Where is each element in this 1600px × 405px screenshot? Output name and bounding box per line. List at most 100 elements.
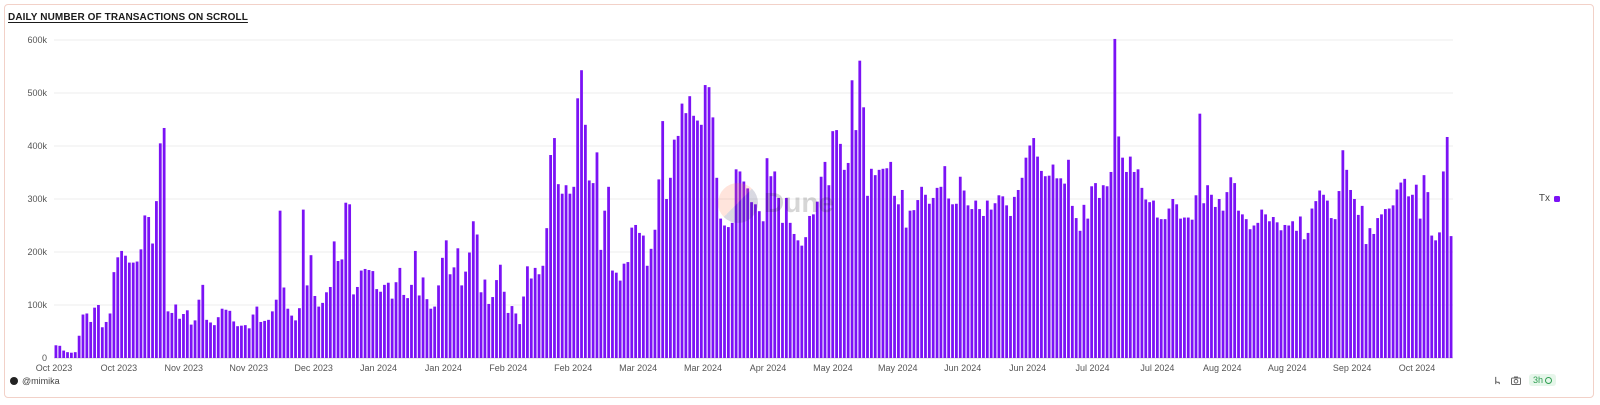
bar[interactable]: [541, 265, 545, 358]
bar[interactable]: [1047, 175, 1051, 358]
bar[interactable]: [699, 124, 703, 358]
bar[interactable]: [1202, 203, 1206, 358]
bar[interactable]: [1074, 218, 1078, 358]
bar[interactable]: [73, 352, 77, 358]
bar[interactable]: [908, 210, 912, 358]
bar[interactable]: [568, 193, 572, 358]
bar[interactable]: [371, 271, 375, 358]
bar[interactable]: [1225, 192, 1229, 358]
bar[interactable]: [862, 107, 866, 358]
bar[interactable]: [611, 270, 614, 358]
bar[interactable]: [1036, 156, 1039, 358]
bar[interactable]: [502, 291, 506, 358]
bar[interactable]: [1449, 236, 1453, 358]
bar[interactable]: [781, 222, 784, 358]
bar[interactable]: [951, 204, 954, 358]
bar[interactable]: [166, 311, 170, 358]
bar[interactable]: [100, 327, 104, 358]
bar[interactable]: [900, 189, 904, 358]
bar[interactable]: [591, 183, 595, 358]
bar[interactable]: [491, 297, 495, 358]
chart-title[interactable]: DAILY NUMBER OF TRANSACTIONS ON SCROLL: [8, 12, 248, 23]
bar[interactable]: [962, 190, 966, 358]
bar[interactable]: [247, 328, 251, 358]
bar[interactable]: [498, 264, 502, 358]
bar[interactable]: [1105, 186, 1109, 358]
bar[interactable]: [62, 350, 66, 358]
bar[interactable]: [835, 130, 838, 358]
bar[interactable]: [684, 113, 688, 358]
bar[interactable]: [185, 310, 189, 358]
bar[interactable]: [1291, 221, 1295, 358]
bar[interactable]: [135, 261, 139, 358]
bar[interactable]: [1055, 178, 1059, 358]
bar[interactable]: [93, 307, 96, 358]
bar[interactable]: [1391, 205, 1395, 358]
bar[interactable]: [379, 291, 382, 358]
bar[interactable]: [468, 252, 471, 358]
bar[interactable]: [997, 195, 1001, 358]
bar[interactable]: [274, 299, 278, 358]
bar[interactable]: [1016, 189, 1020, 358]
bar[interactable]: [263, 320, 267, 358]
bar[interactable]: [904, 227, 908, 358]
bar[interactable]: [707, 87, 711, 359]
bar[interactable]: [769, 176, 773, 358]
bar[interactable]: [777, 197, 781, 358]
bar[interactable]: [112, 272, 116, 358]
bar[interactable]: [765, 158, 769, 358]
bar[interactable]: [1125, 171, 1128, 358]
bar[interactable]: [850, 80, 854, 358]
bar[interactable]: [831, 131, 835, 358]
bar[interactable]: [989, 209, 993, 358]
bar[interactable]: [877, 169, 881, 358]
bar[interactable]: [406, 298, 409, 358]
bar[interactable]: [1407, 196, 1410, 358]
bar[interactable]: [1287, 225, 1291, 359]
bar[interactable]: [842, 169, 846, 358]
bar[interactable]: [352, 294, 355, 358]
bar[interactable]: [1399, 182, 1403, 358]
bar[interactable]: [1326, 200, 1329, 358]
bar[interactable]: [746, 188, 750, 358]
bar[interactable]: [680, 103, 684, 358]
bar[interactable]: [676, 135, 680, 358]
bar[interactable]: [669, 177, 672, 358]
bar[interactable]: [1356, 214, 1360, 358]
bar[interactable]: [943, 166, 947, 358]
bar[interactable]: [653, 229, 657, 358]
bar[interactable]: [359, 270, 363, 358]
bar[interactable]: [1078, 230, 1082, 358]
bar[interactable]: [1353, 199, 1356, 358]
bar[interactable]: [193, 320, 197, 358]
bar[interactable]: [1043, 176, 1047, 358]
bar[interactable]: [460, 285, 464, 358]
bar[interactable]: [344, 202, 348, 358]
bar[interactable]: [584, 124, 587, 358]
bar[interactable]: [479, 292, 483, 358]
bar[interactable]: [556, 184, 560, 358]
bar[interactable]: [278, 210, 282, 358]
bar[interactable]: [1012, 196, 1016, 358]
bar[interactable]: [815, 201, 819, 358]
bar[interactable]: [301, 209, 305, 358]
bar[interactable]: [920, 186, 923, 358]
bar[interactable]: [1097, 197, 1101, 358]
bar[interactable]: [529, 278, 533, 359]
bar[interactable]: [116, 257, 120, 358]
bar[interactable]: [201, 284, 205, 358]
bar[interactable]: [325, 292, 328, 358]
bar[interactable]: [630, 227, 634, 358]
bar[interactable]: [560, 193, 564, 358]
bar[interactable]: [1302, 239, 1306, 358]
bar[interactable]: [363, 268, 367, 358]
bar[interactable]: [336, 261, 340, 358]
bar[interactable]: [1256, 222, 1260, 358]
bar[interactable]: [641, 235, 645, 358]
bar[interactable]: [649, 248, 653, 358]
bar[interactable]: [375, 289, 379, 358]
bar[interactable]: [402, 294, 406, 358]
bar[interactable]: [545, 228, 549, 358]
bar[interactable]: [587, 180, 591, 358]
bar[interactable]: [1380, 214, 1383, 358]
